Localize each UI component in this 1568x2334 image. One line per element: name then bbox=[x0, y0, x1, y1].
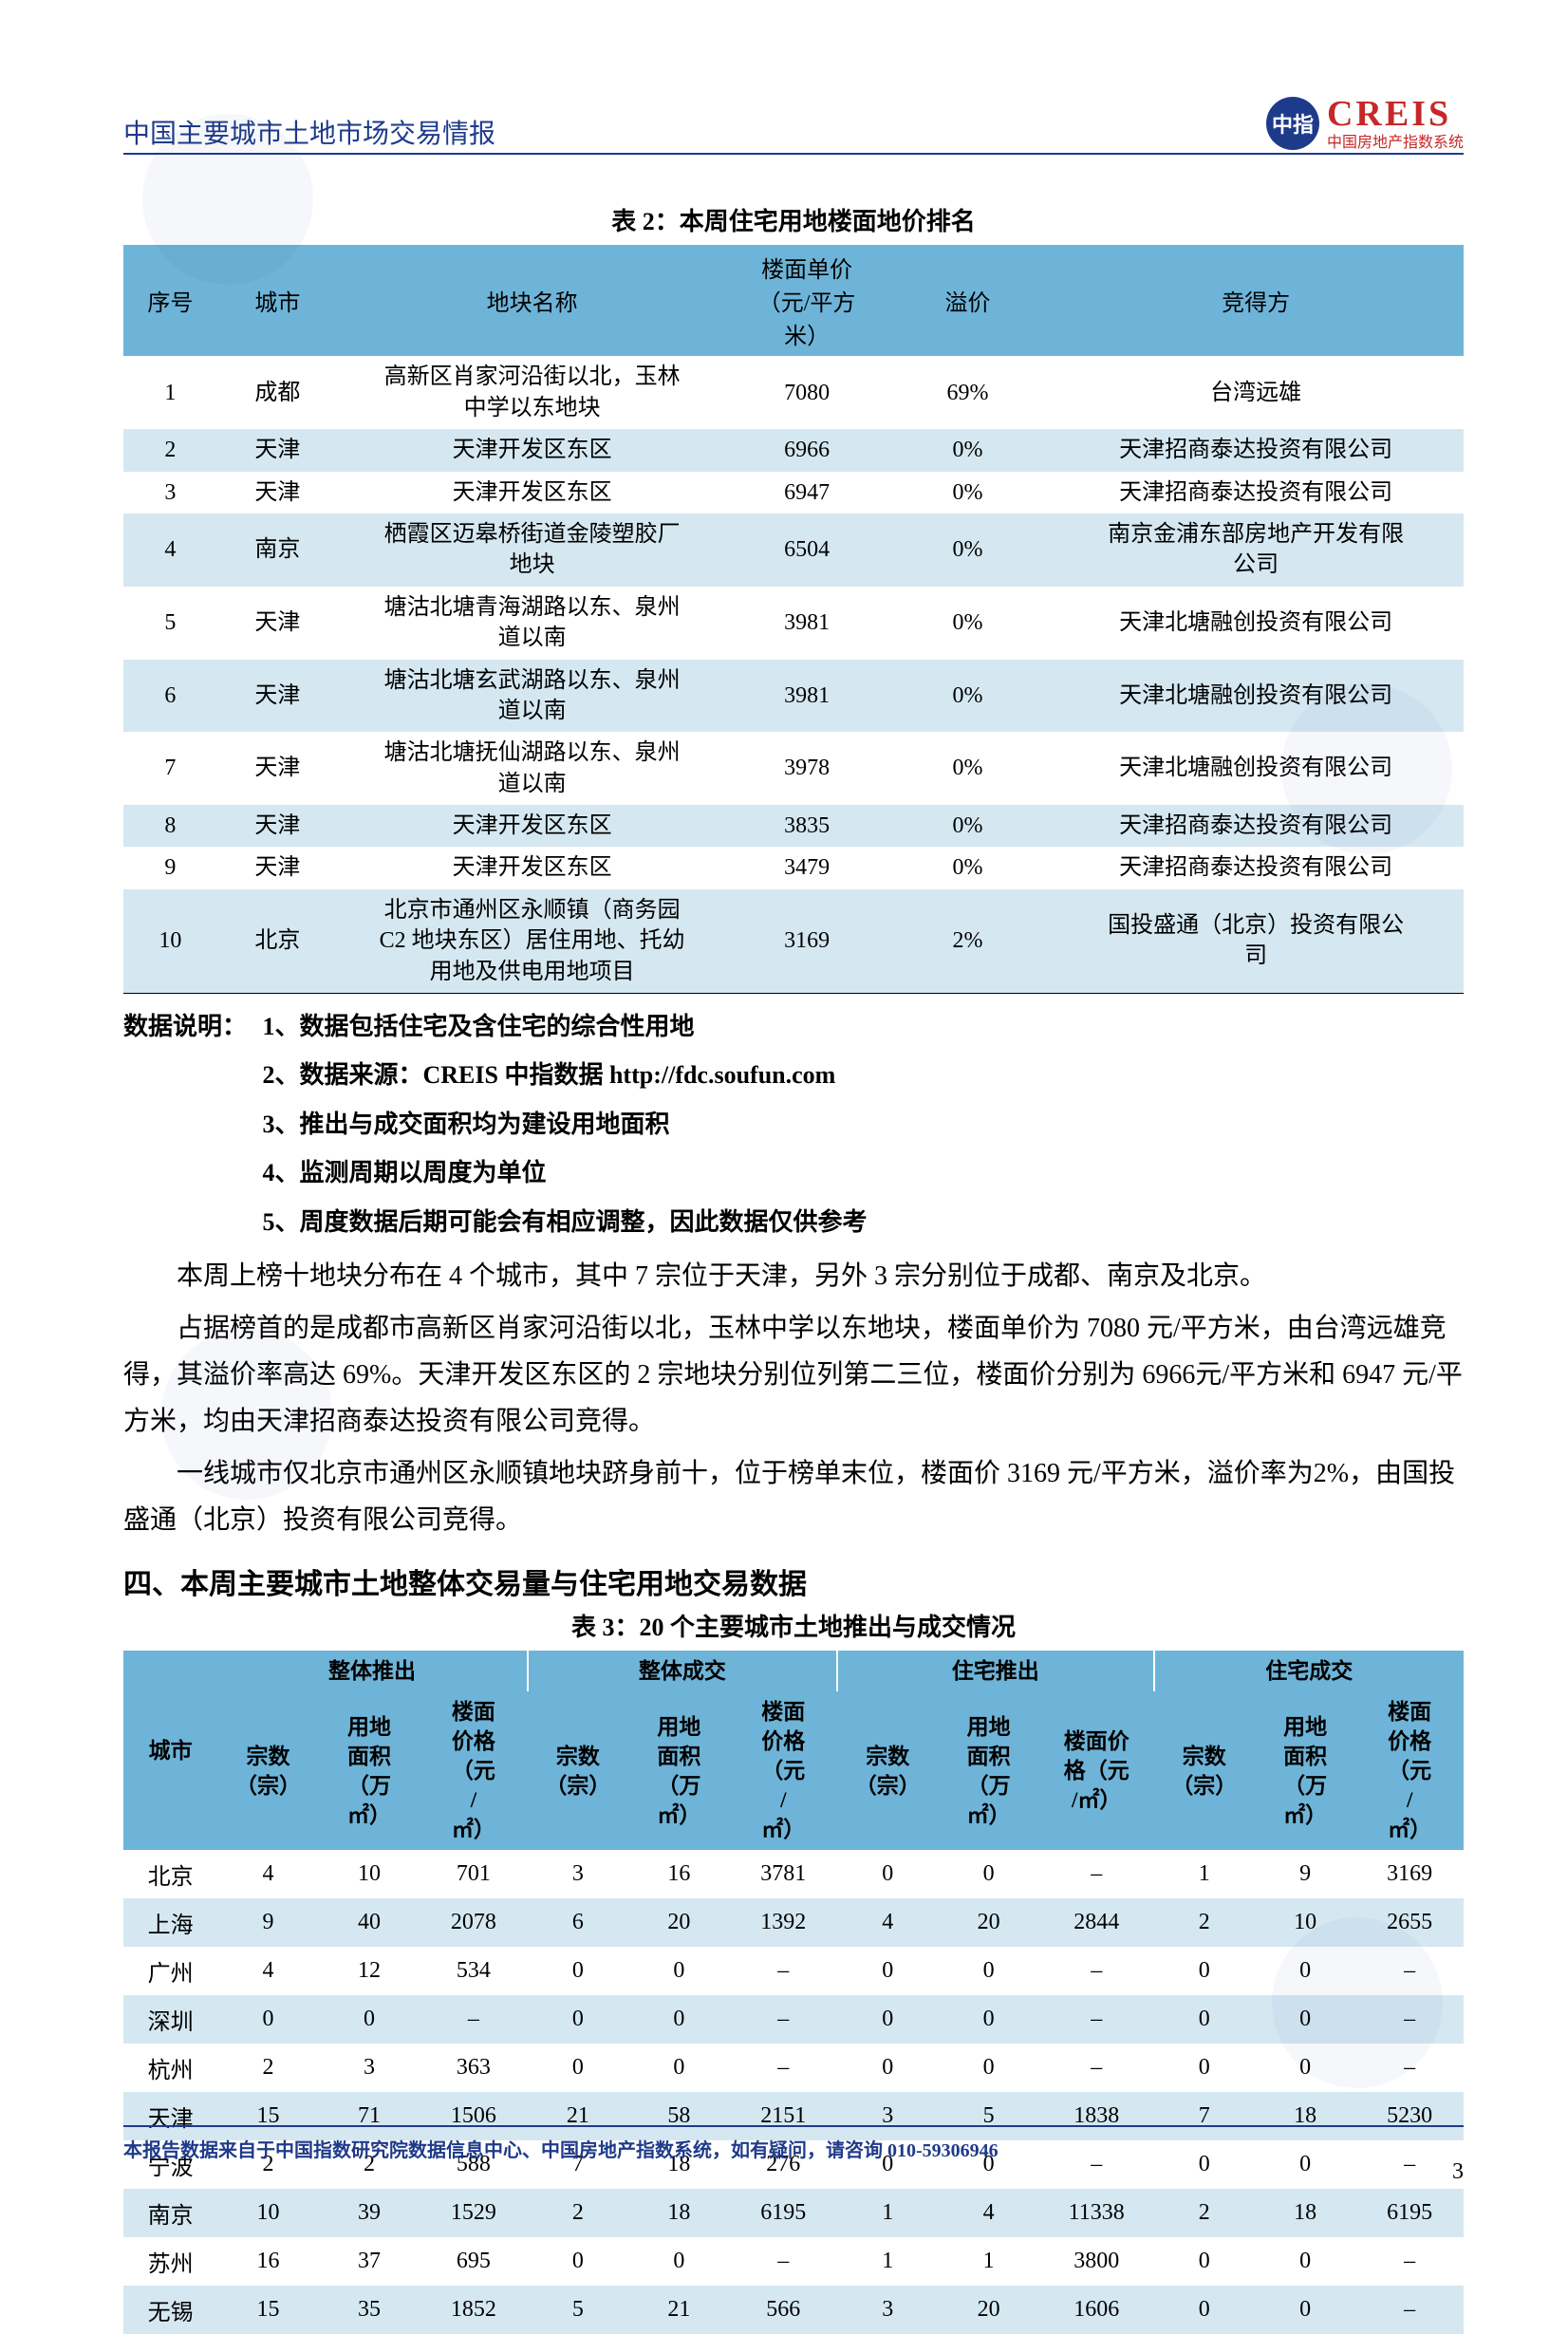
logo-sub: 中国房地产指数系统 bbox=[1327, 135, 1464, 152]
note-item: 2、数据来源：CREIS 中指数据 http://fdc.soufun.com bbox=[263, 1052, 868, 1098]
note-item: 5、周度数据后期可能会有相应调整，因此数据仅供参考 bbox=[263, 1199, 868, 1245]
table-row: 无锡15351852521566320160600– bbox=[123, 2286, 1464, 2334]
table2-caption: 表 2：本周住宅用地楼面地价排名 bbox=[123, 202, 1464, 237]
table-row: 7天津塘沽北塘抚仙湖路以东、泉州道以南39780%天津北塘融创投资有限公司 bbox=[123, 732, 1464, 805]
page-footer: 本报告数据来自于中国指数研究院数据信息中心、中国房地产指数系统，如有疑问，请咨询… bbox=[123, 2125, 1464, 2162]
creis-logo: 中指 CREIS 中国房地产指数系统 bbox=[1266, 95, 1464, 151]
th-seq: 序号 bbox=[123, 245, 217, 356]
table-row: 3天津天津开发区东区69470%天津招商泰达投资有限公司 bbox=[123, 472, 1464, 513]
th-buyer: 竞得方 bbox=[1048, 245, 1464, 356]
table-row: 4南京栖霞区迈皋桥街道金陵塑胶厂地块65040%南京金浦东部房地产开发有限公司 bbox=[123, 513, 1464, 587]
paragraph-2: 占据榜首的是成都市高新区肖家河沿街以北，玉林中学以东地块，楼面单价为 7080 … bbox=[123, 1305, 1464, 1445]
paragraph-3: 一线城市仅北京市通州区永顺镇地块跻身前十，位于榜单末位，楼面价 3169 元/平… bbox=[123, 1450, 1464, 1543]
table-row: 8天津天津开发区东区38350%天津招商泰达投资有限公司 bbox=[123, 805, 1464, 847]
table-row: 南京10391529218619514113382186195 bbox=[123, 2189, 1464, 2237]
table-row: 10北京北京市通州区永顺镇（商务园C2 地块东区）居住用地、托幼用地及供电用地项… bbox=[123, 889, 1464, 994]
doc-title: 中国主要城市土地市场交易情报 bbox=[123, 113, 495, 151]
logo-badge: 中指 bbox=[1266, 97, 1319, 150]
table-row: 北京410701316378100–193169 bbox=[123, 1850, 1464, 1898]
t3-g3: 住宅推出 bbox=[837, 1651, 1153, 1691]
data-notes: 数据说明： 1、数据包括住宅及含住宅的综合性用地2、数据来源：CREIS 中指数… bbox=[123, 1003, 1464, 1247]
table3-caption: 表 3：20 个主要城市土地推出与成交情况 bbox=[123, 1608, 1464, 1643]
table-row: 1成都高新区肖家河沿街以北，玉林中学以东地块708069%台湾远雄 bbox=[123, 356, 1464, 429]
note-item: 1、数据包括住宅及含住宅的综合性用地 bbox=[263, 1003, 868, 1050]
t3-city: 城市 bbox=[123, 1651, 217, 1850]
t3-g4: 住宅成交 bbox=[1154, 1651, 1464, 1691]
t3-g1: 整体推出 bbox=[217, 1651, 527, 1691]
table-row: 深圳00–00–00–00– bbox=[123, 1995, 1464, 2044]
th-premium: 溢价 bbox=[887, 245, 1048, 356]
table-row: 上海9402078620139242028442102655 bbox=[123, 1898, 1464, 1947]
th-parcel: 地块名称 bbox=[338, 245, 726, 356]
paragraph-1: 本周上榜十地块分布在 4 个城市，其中 7 宗位于天津，另外 3 宗分别位于成都… bbox=[123, 1253, 1464, 1299]
th-city: 城市 bbox=[217, 245, 338, 356]
table2: 序号 城市 地块名称 楼面单价 （元/平方 米） 溢价 竞得方 1成都高新区肖家… bbox=[123, 245, 1464, 994]
table-row: 苏州163769500–11380000– bbox=[123, 2237, 1464, 2286]
th-price: 楼面单价 （元/平方 米） bbox=[726, 245, 887, 356]
table-row: 9天津天津开发区东区34790%天津招商泰达投资有限公司 bbox=[123, 847, 1464, 888]
table3: 城市 整体推出 整体成交 住宅推出 住宅成交 宗数（宗）用地面积（万㎡）楼面价格… bbox=[123, 1651, 1464, 2334]
table-row: 杭州2336300–00–00– bbox=[123, 2044, 1464, 2092]
table-row: 5天津塘沽北塘青海湖路以东、泉州道以南39810%天津北塘融创投资有限公司 bbox=[123, 587, 1464, 660]
logo-main: CREIS bbox=[1327, 95, 1464, 135]
table-row: 广州41253400–00–00– bbox=[123, 1947, 1464, 1995]
note-item: 3、推出与成交面积均为建设用地面积 bbox=[263, 1101, 868, 1148]
note-item: 4、监测周期以周度为单位 bbox=[263, 1149, 868, 1196]
page-number: 3 bbox=[1452, 2159, 1464, 2185]
table-row: 2天津天津开发区东区69660%天津招商泰达投资有限公司 bbox=[123, 429, 1464, 471]
table-row: 6天津塘沽北塘玄武湖路以东、泉州道以南39810%天津北塘融创投资有限公司 bbox=[123, 660, 1464, 733]
notes-label: 数据说明： bbox=[123, 1003, 256, 1050]
page-header: 中国主要城市土地市场交易情报 中指 CREIS 中国房地产指数系统 bbox=[123, 95, 1464, 155]
footer-text: 本报告数据来自于中国指数研究院数据信息中心、中国房地产指数系统，如有疑问，请咨询… bbox=[123, 2135, 1464, 2162]
section-4-title: 四、本周主要城市土地整体交易量与住宅用地交易数据 bbox=[123, 1560, 1464, 1602]
t3-g2: 整体成交 bbox=[528, 1651, 837, 1691]
